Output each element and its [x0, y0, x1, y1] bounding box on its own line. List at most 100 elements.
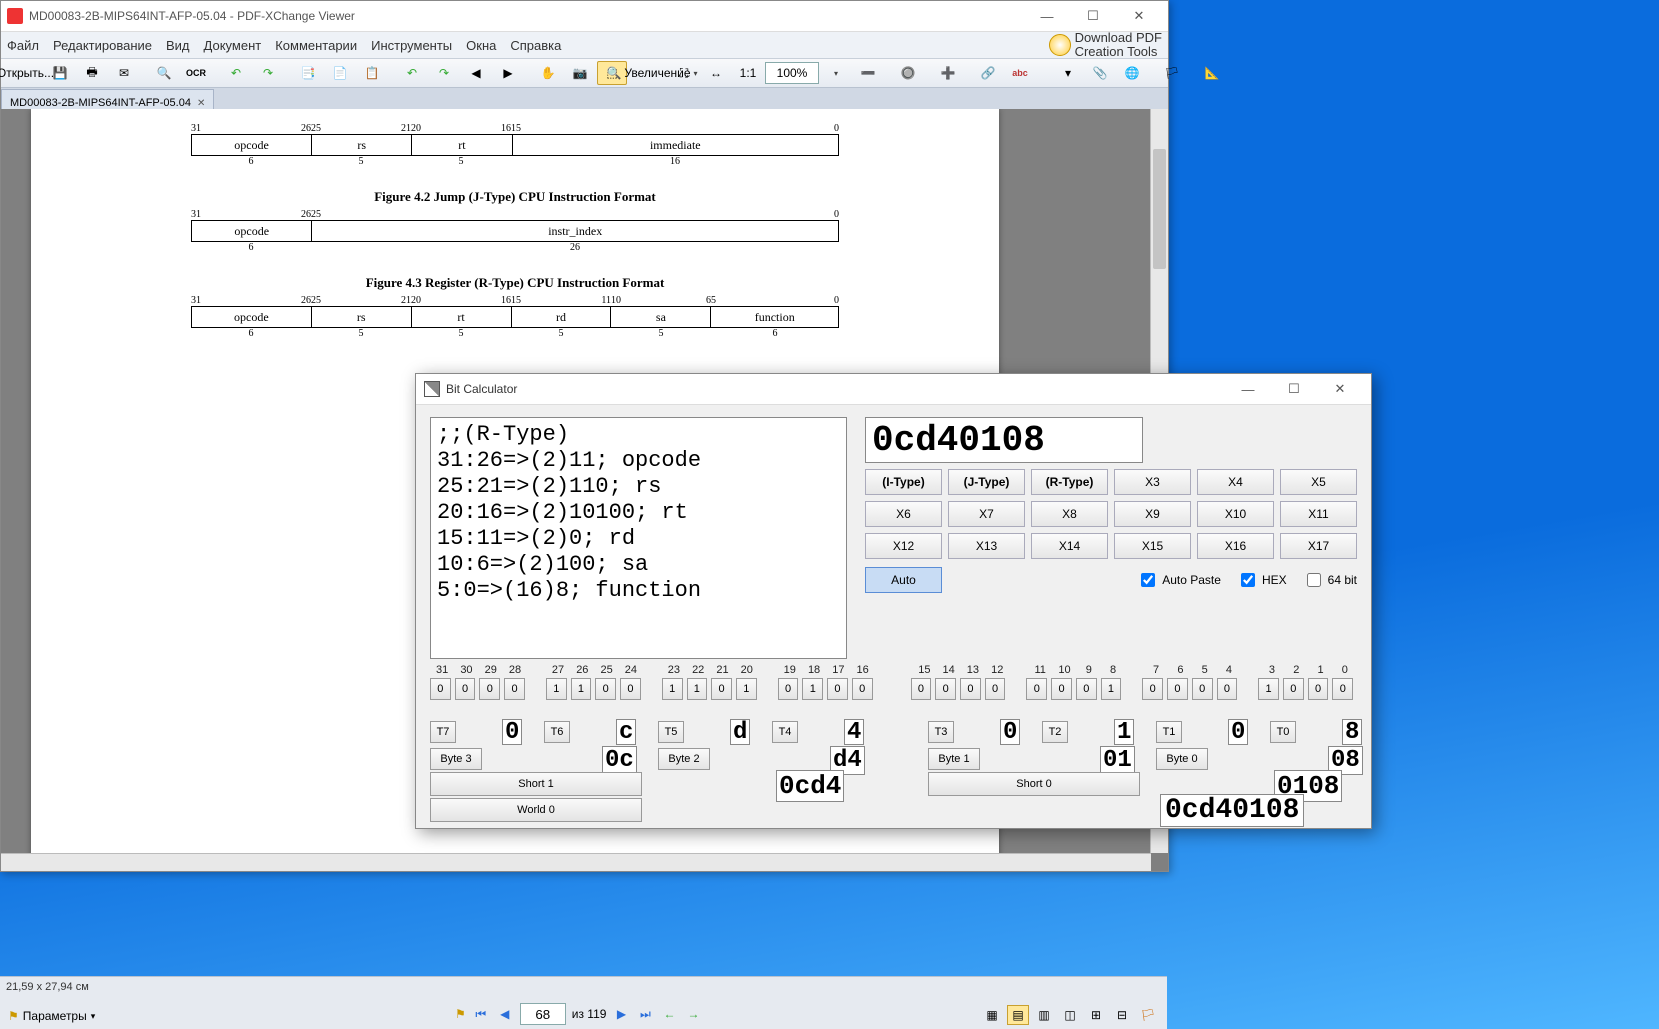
x-button[interactable]: X14: [1031, 533, 1108, 559]
type-button[interactable]: (J-Type): [948, 469, 1025, 495]
calc-close-button[interactable]: ✕: [1317, 374, 1363, 404]
snapshot-icon[interactable]: 📷: [565, 61, 595, 85]
bit-button[interactable]: 0: [778, 678, 799, 700]
x-button[interactable]: X13: [948, 533, 1025, 559]
actual-size-icon[interactable]: 1:1: [733, 61, 763, 85]
layout-1-icon[interactable]: ▦: [981, 1005, 1003, 1025]
ocr-icon[interactable]: OCR: [181, 61, 211, 85]
layout-6-icon[interactable]: ⊟: [1111, 1005, 1133, 1025]
zoom-tool[interactable]: 🔍Увеличение▾: [637, 61, 667, 85]
tool-2-icon[interactable]: 📄: [325, 61, 355, 85]
bit-button[interactable]: 0: [1026, 678, 1047, 700]
page-input[interactable]: [520, 1003, 566, 1025]
nibble-button[interactable]: T1: [1156, 721, 1182, 743]
nav-fwd-button[interactable]: →: [684, 1005, 702, 1023]
menu-windows[interactable]: Окна: [466, 38, 496, 53]
menu-tools[interactable]: Инструменты: [371, 38, 452, 53]
bit-button[interactable]: 1: [571, 678, 592, 700]
x-button[interactable]: X15: [1114, 533, 1191, 559]
short-button[interactable]: Short 1: [430, 772, 642, 796]
calc-maximize-button[interactable]: ☐: [1271, 374, 1317, 404]
calc-textarea[interactable]: [430, 417, 847, 659]
layout-5-icon[interactable]: ⊞: [1085, 1005, 1107, 1025]
bit-button[interactable]: 0: [479, 678, 500, 700]
calc-minimize-button[interactable]: —: [1225, 374, 1271, 404]
bit-button[interactable]: 1: [736, 678, 757, 700]
bit-button[interactable]: 0: [852, 678, 873, 700]
bit-button[interactable]: 0: [911, 678, 932, 700]
x-button[interactable]: X6: [865, 501, 942, 527]
fit-page-icon[interactable]: ⛶: [669, 61, 699, 85]
mail-icon[interactable]: ✉: [109, 61, 139, 85]
nibble-button[interactable]: T4: [772, 721, 798, 743]
toolbar-icon-a[interactable]: 🔘: [893, 61, 923, 85]
layout-4-icon[interactable]: ◫: [1059, 1005, 1081, 1025]
menu-file[interactable]: Файл: [7, 38, 39, 53]
fit-width-icon[interactable]: ↔: [701, 61, 731, 85]
hex-checkbox[interactable]: HEX: [1237, 570, 1287, 590]
nav-back-button[interactable]: ←: [660, 1005, 678, 1023]
last-page-button[interactable]: ⏭: [636, 1005, 654, 1023]
x-button[interactable]: X4: [1197, 469, 1274, 495]
bit-button[interactable]: 0: [960, 678, 981, 700]
byte-button[interactable]: Byte 2: [658, 748, 710, 770]
bit-button[interactable]: 0: [1167, 678, 1188, 700]
x-button[interactable]: X16: [1197, 533, 1274, 559]
bit-button[interactable]: 1: [802, 678, 823, 700]
layout-2-icon[interactable]: ▤: [1007, 1005, 1029, 1025]
save-icon[interactable]: 💾: [45, 61, 75, 85]
nibble-button[interactable]: T2: [1042, 721, 1068, 743]
zoom-out-icon[interactable]: ➖: [853, 61, 883, 85]
x-button[interactable]: X9: [1114, 501, 1191, 527]
bit-button[interactable]: 0: [1051, 678, 1072, 700]
byte-button[interactable]: Byte 3: [430, 748, 482, 770]
bit-button[interactable]: 0: [827, 678, 848, 700]
x-button[interactable]: X3: [1114, 469, 1191, 495]
parameters-button[interactable]: ⚑Параметры▾: [8, 1009, 95, 1023]
first-page-button[interactable]: ⏮: [472, 1005, 490, 1023]
bit-button[interactable]: 0: [1142, 678, 1163, 700]
bit-button[interactable]: 0: [711, 678, 732, 700]
redo-icon[interactable]: ↷: [253, 61, 283, 85]
download-pdf-tools[interactable]: Download PDFCreation Tools: [1049, 31, 1162, 60]
zoom-dropdown[interactable]: ▾: [821, 61, 851, 85]
combo-icon[interactable]: ▾: [1045, 61, 1075, 85]
bit-button[interactable]: 0: [1076, 678, 1097, 700]
minimize-button[interactable]: —: [1024, 1, 1070, 31]
autopaste-checkbox[interactable]: Auto Paste: [1137, 570, 1221, 590]
nibble-button[interactable]: T6: [544, 721, 570, 743]
menu-document[interactable]: Документ: [204, 38, 262, 53]
nav-prev-icon[interactable]: ◀: [461, 61, 491, 85]
tool-z-icon[interactable]: 🏳: [1157, 61, 1187, 85]
x-button[interactable]: X17: [1280, 533, 1357, 559]
bit-button[interactable]: 1: [687, 678, 708, 700]
short-button[interactable]: Short 0: [928, 772, 1140, 796]
rotate-right-icon[interactable]: ↷: [429, 61, 459, 85]
x-button[interactable]: X7: [948, 501, 1025, 527]
byte-button[interactable]: Byte 0: [1156, 748, 1208, 770]
x-button[interactable]: X5: [1280, 469, 1357, 495]
bit-button[interactable]: 1: [546, 678, 567, 700]
menu-comments[interactable]: Комментарии: [275, 38, 357, 53]
horizontal-scrollbar[interactable]: [1, 853, 1151, 871]
tool-3-icon[interactable]: 📋: [357, 61, 387, 85]
bit-button[interactable]: 0: [935, 678, 956, 700]
tool-x-icon[interactable]: 📎: [1085, 61, 1115, 85]
abc-icon[interactable]: abc: [1005, 61, 1035, 85]
menu-help[interactable]: Справка: [510, 38, 561, 53]
layout-3-icon[interactable]: ▥: [1033, 1005, 1055, 1025]
type-button[interactable]: (R-Type): [1031, 469, 1108, 495]
bit-button[interactable]: 0: [1332, 678, 1353, 700]
byte-button[interactable]: Byte 1: [928, 748, 980, 770]
bit-button[interactable]: 0: [1308, 678, 1329, 700]
hand-icon[interactable]: ✋: [533, 61, 563, 85]
bit-button[interactable]: 0: [985, 678, 1006, 700]
x-button[interactable]: X8: [1031, 501, 1108, 527]
tool-1-icon[interactable]: 📑: [293, 61, 323, 85]
link-icon[interactable]: 🔗: [973, 61, 1003, 85]
64bit-checkbox[interactable]: 64 bit: [1303, 570, 1357, 590]
world-button[interactable]: World 0: [430, 798, 642, 822]
prev-page-button[interactable]: ◀: [496, 1005, 514, 1023]
bit-button[interactable]: 1: [1258, 678, 1279, 700]
toolbar-icon-b[interactable]: ➕: [933, 61, 963, 85]
